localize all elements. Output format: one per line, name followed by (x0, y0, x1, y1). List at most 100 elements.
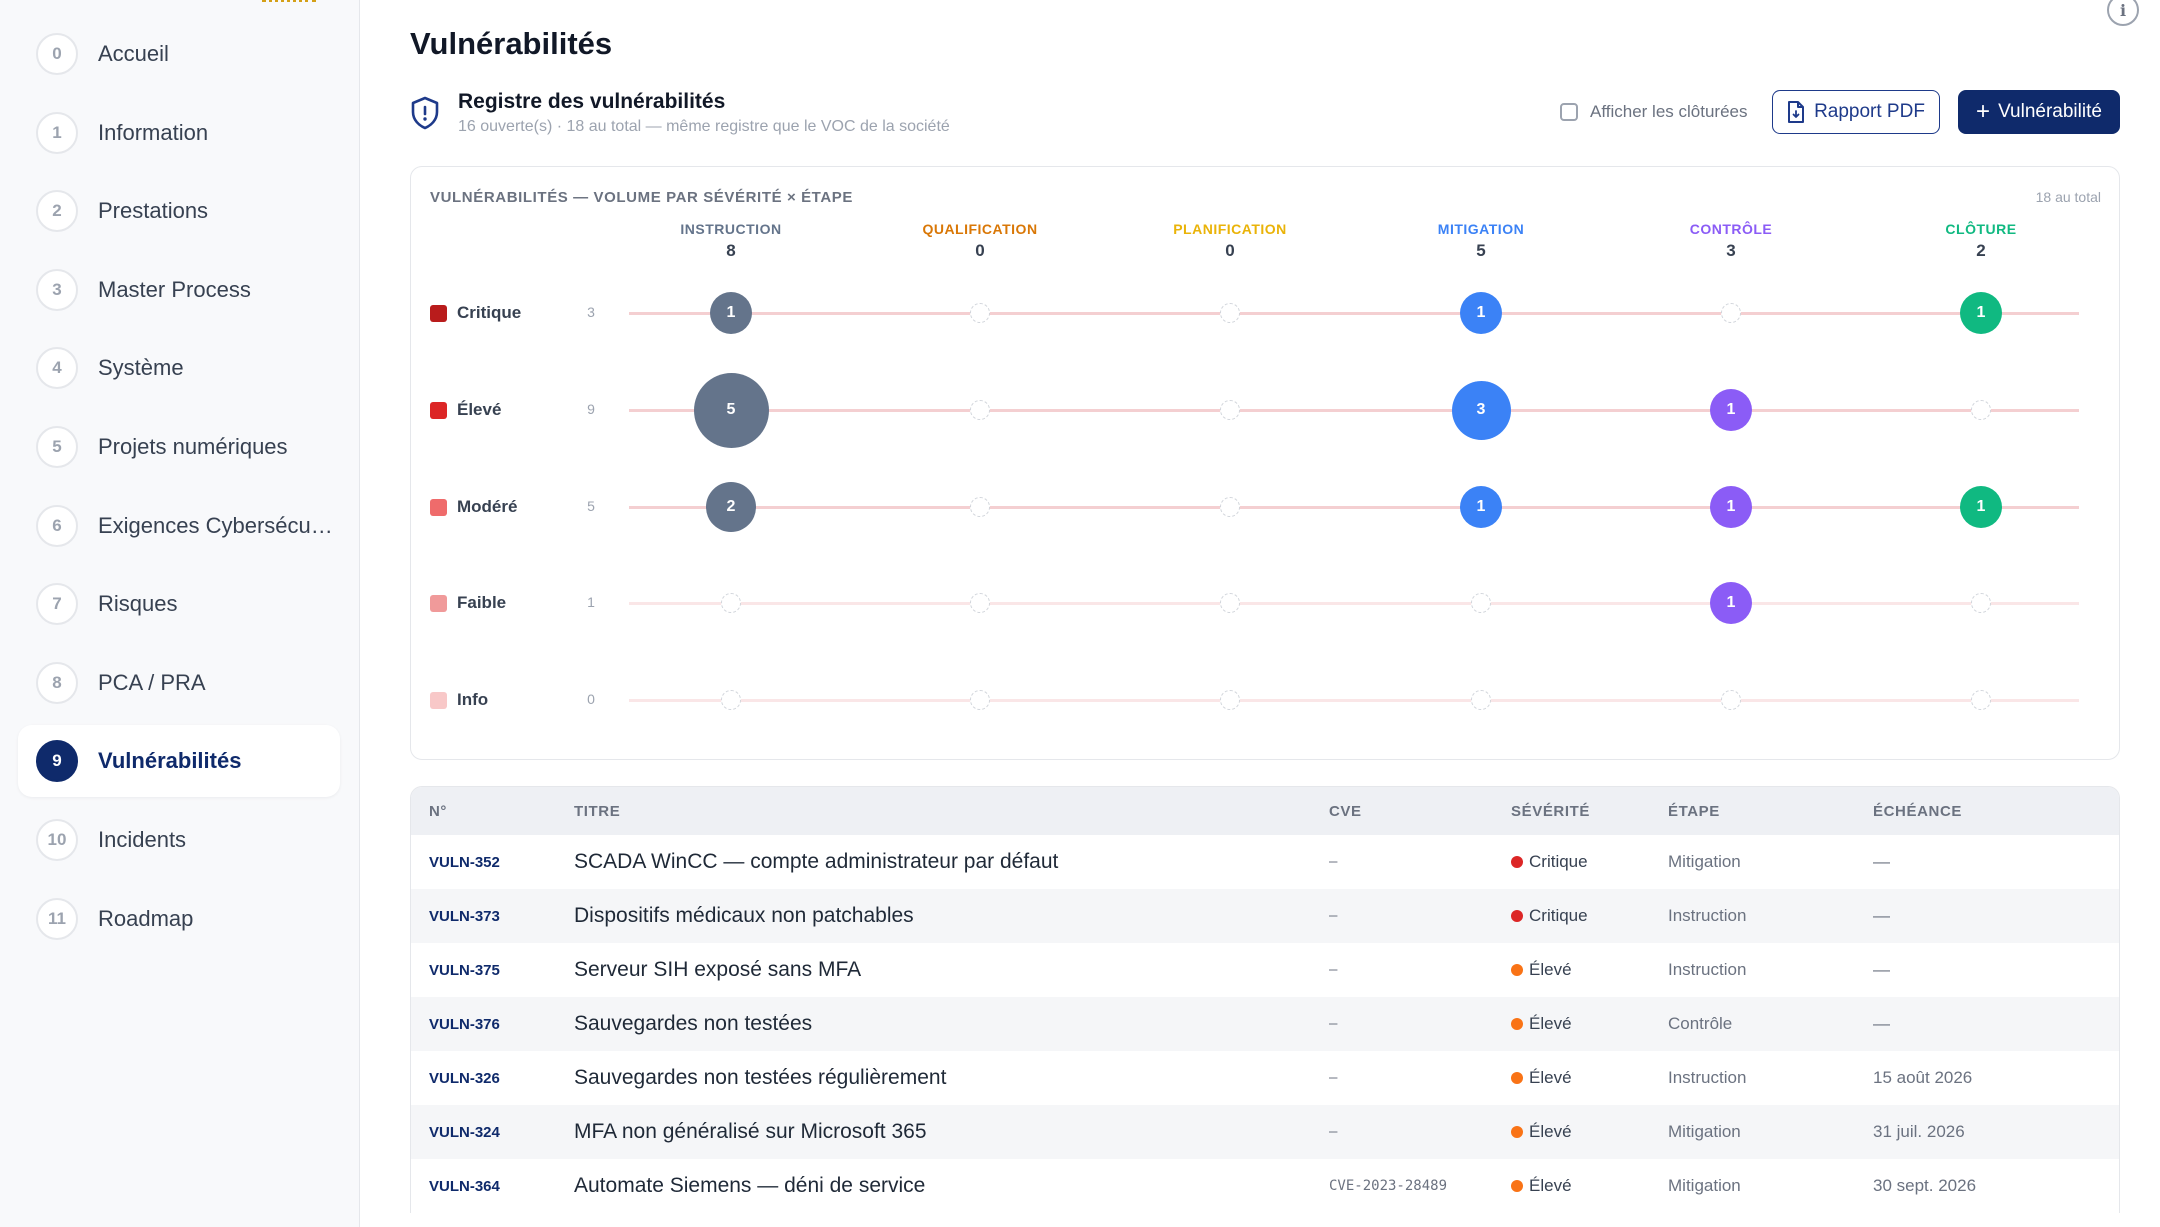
sidebar-item-label: Prestations (98, 198, 209, 224)
bubble-modéré-instruction[interactable]: 2 (706, 482, 756, 532)
bubble-critique-clôture[interactable]: 1 (1960, 292, 2002, 334)
table-row[interactable]: VULN-352 SCADA WinCC — compte administrat… (411, 835, 2119, 889)
vuln-title: Sauvegardes non testées régulièrement (574, 1066, 947, 1089)
sidebar-item-1[interactable]: 1 Information (18, 97, 340, 169)
bubble-faible-contrôle[interactable]: 1 (1710, 582, 1752, 624)
stage-header: QUALIFICATION 0 (880, 221, 1080, 261)
vuln-title: Dispositifs médicaux non patchables (574, 904, 914, 927)
severity-swatch (430, 401, 447, 419)
vulnerability-table: N° TITRE CVE SÉVÉRITÉ ÉTAPE ÉCHÉANCE VUL… (410, 786, 2120, 1213)
sidebar-item-3[interactable]: 3 Master Process (18, 254, 340, 326)
sidebar-item-number: 8 (36, 661, 78, 704)
table-row[interactable]: VULN-324 MFA non généralisé sur Microsoft… (411, 1105, 2119, 1159)
table-row[interactable]: VULN-375 Serveur SIH exposé sans MFA – Élev… (411, 943, 2119, 997)
stage-header: PLANIFICATION 0 (1130, 221, 1330, 261)
severity-badge: Élevé (1511, 1159, 1572, 1213)
stage-count: 5 (1476, 241, 1486, 260)
header-step[interactable]: ÉTAPE (1668, 802, 1720, 820)
severity-row-line (629, 409, 2079, 412)
vuln-title: SCADA WinCC — compte administrateur par … (574, 850, 1059, 873)
sidebar-item-11[interactable]: 11 Roadmap (18, 883, 340, 955)
stage-name: CONTRÔLE (1689, 221, 1773, 237)
show-closed-toggle[interactable]: Afficher les clôturées (1560, 102, 1747, 122)
page-title: Vulnérabilités (410, 26, 613, 61)
severity-badge: Critique (1511, 889, 1588, 943)
empty-cell-marker (1721, 690, 1741, 710)
empty-cell-marker (1471, 690, 1491, 710)
vuln-id-link[interactable]: VULN-326 (429, 1069, 500, 1087)
vuln-id-link[interactable]: VULN-352 (429, 853, 500, 871)
vuln-step: Instruction (1668, 906, 1747, 925)
vuln-title: MFA non généralisé sur Microsoft 365 (574, 1120, 927, 1143)
sidebar-item-label: Roadmap (98, 905, 194, 931)
bubble-critique-instruction[interactable]: 1 (710, 292, 752, 334)
severity-dot (1511, 1180, 1523, 1192)
vuln-cve: – (1329, 1070, 1338, 1086)
info-button[interactable]: i (2107, 0, 2139, 26)
sidebar-item-label: Incidents (98, 827, 187, 852)
bubble-élevé-contrôle[interactable]: 1 (1710, 389, 1752, 431)
header-title[interactable]: TITRE (574, 802, 621, 820)
add-vulnerability-button[interactable]: + Vulnérabilité (1958, 90, 2120, 134)
stage-name: QUALIFICATION (922, 221, 1038, 237)
sidebar-item-label: Vulnérabilités (98, 748, 242, 774)
severity-name: Élevé (457, 400, 502, 419)
stage-count: 8 (726, 241, 736, 260)
sidebar-item-10[interactable]: 10 Incidents (18, 804, 340, 876)
sidebar-item-0[interactable]: 0 Accueil (18, 18, 340, 90)
vuln-title: Automate Siemens — déni de service (574, 1174, 926, 1197)
header-severity[interactable]: SÉVÉRITÉ (1511, 802, 1590, 820)
vuln-id-link[interactable]: VULN-376 (429, 1015, 500, 1033)
vuln-id-link[interactable]: VULN-375 (429, 961, 500, 979)
vuln-id-link[interactable]: VULN-373 (429, 907, 500, 925)
bubble-modéré-mitigation[interactable]: 1 (1460, 486, 1502, 528)
vuln-step: Instruction (1668, 960, 1747, 979)
header-id[interactable]: N° (429, 802, 448, 820)
bubble-modéré-contrôle[interactable]: 1 (1710, 486, 1752, 528)
sidebar-item-6[interactable]: 6 Exigences Cybersécurité (18, 490, 340, 562)
severity-row-count: 3 (587, 304, 595, 320)
table-row[interactable]: VULN-373 Dispositifs médicaux non patchab… (411, 889, 2119, 943)
bubble-élevé-mitigation[interactable]: 3 (1451, 380, 1511, 440)
sidebar-item-number: 0 (36, 33, 78, 75)
stage-name: INSTRUCTION (680, 221, 782, 237)
severity-badge: Élevé (1511, 1105, 1572, 1159)
sidebar-item-8[interactable]: 8 PCA / PRA (18, 647, 340, 719)
sidebar-item-label: PCA / PRA (98, 669, 206, 695)
table-row[interactable]: VULN-376 Sauvegardes non testées – Élevé Con… (411, 997, 2119, 1051)
severity-name: Faible (457, 593, 507, 612)
vuln-id-link[interactable]: VULN-364 (429, 1177, 500, 1195)
vuln-id-link[interactable]: VULN-324 (429, 1123, 500, 1141)
sidebar-item-label: Système (98, 355, 184, 381)
sidebar-item-label: Master Process (98, 276, 251, 302)
table-row[interactable]: VULN-326 Sauvegardes non testées régulièr… (411, 1051, 2119, 1105)
show-closed-checkbox[interactable] (1560, 103, 1578, 121)
empty-cell-marker (1220, 400, 1240, 420)
sidebar-item-number: 3 (36, 268, 78, 311)
empty-cell-marker (1971, 690, 1991, 710)
chart-title: VULNÉRABILITÉS — VOLUME PAR SÉVÉRITÉ × É… (430, 189, 853, 206)
stage-header: MITIGATION 5 (1381, 221, 1581, 261)
sidebar-item-7[interactable]: 7 Risques (18, 568, 340, 640)
header-due[interactable]: ÉCHÉANCE (1873, 802, 1962, 820)
bubble-critique-mitigation[interactable]: 1 (1460, 292, 1502, 334)
header-cve[interactable]: CVE (1329, 802, 1362, 820)
sidebar-item-4[interactable]: 4 Système (18, 332, 340, 404)
sidebar-item-number: 6 (36, 504, 78, 547)
stage-header: INSTRUCTION 8 (631, 221, 831, 261)
empty-cell-marker (1220, 690, 1240, 710)
empty-cell-marker (721, 690, 741, 710)
table-body: VULN-352 SCADA WinCC — compte administrat… (411, 835, 2119, 1213)
severity-row-count: 1 (587, 594, 595, 610)
severity-dot (1511, 856, 1523, 868)
severity-row-line (629, 699, 2079, 702)
table-row[interactable]: VULN-364 Automate Siemens — déni de servi… (411, 1159, 2119, 1213)
pdf-report-button[interactable]: Rapport PDF (1772, 90, 1940, 134)
bubble-modéré-clôture[interactable]: 1 (1960, 486, 2002, 528)
severity-text: Élevé (1529, 1068, 1572, 1087)
empty-cell-marker (1220, 303, 1240, 323)
sidebar-item-9[interactable]: 9 Vulnérabilités (18, 725, 340, 798)
sidebar-item-5[interactable]: 5 Projets numériques (18, 411, 340, 483)
sidebar-item-2[interactable]: 2 Prestations (18, 175, 340, 247)
bubble-élevé-instruction[interactable]: 5 (693, 372, 769, 448)
